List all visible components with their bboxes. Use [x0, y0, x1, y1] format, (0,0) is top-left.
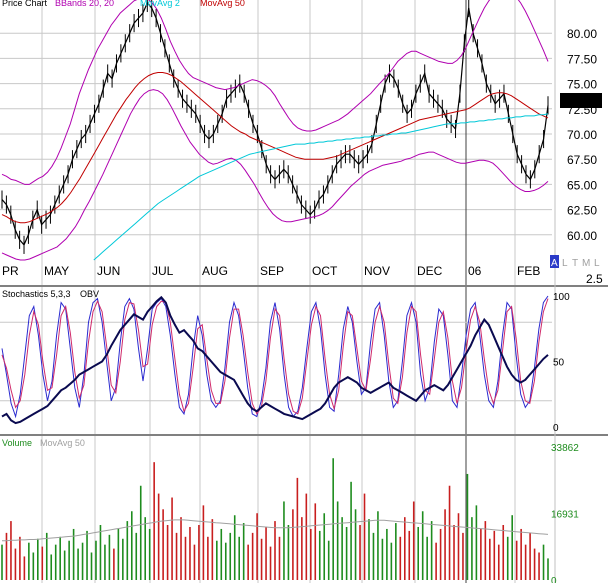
price-line-bollinger-upper — [1, 0, 549, 185]
price-x-axis: PR MAY JUN JUL AUG SEP OCT NOV DEC 06 FEB — [2, 264, 540, 278]
stochastics-y-tick-label: 50 — [553, 358, 565, 369]
stochastics-y-tick-label: 0 — [553, 423, 559, 434]
volume-y-axis: 33862 16931 0 — [551, 443, 579, 583]
tool-button-l2[interactable]: L — [594, 258, 600, 269]
month-label: SEP — [260, 264, 284, 278]
ma2-label: MovAvg 50 — [200, 0, 245, 8]
stochastics-line-obv — [1, 295, 549, 425]
tool-button-m[interactable]: M — [582, 258, 590, 269]
price-grid — [0, 0, 552, 583]
obv-label: OBV — [80, 289, 99, 299]
tool-button-a[interactable]: A — [551, 258, 558, 269]
volume-series-layer — [1, 458, 549, 580]
scale-value: 2.5 — [586, 272, 603, 286]
stochastics-series-layer — [1, 295, 549, 425]
month-label: JUL — [152, 264, 174, 278]
price-y-tick-label: 77.50 — [567, 52, 597, 66]
price-y-tick-label: 62.50 — [567, 204, 597, 218]
month-label: MAY — [44, 264, 69, 278]
price-y-tick-label: 65.00 — [567, 178, 597, 192]
price-y-tick-label: 75.00 — [567, 78, 597, 92]
price-y-tick-label: 60.00 — [567, 229, 597, 243]
month-label: PR — [2, 264, 19, 278]
price-panel[interactable] — [0, 0, 555, 262]
month-label: AUG — [202, 264, 228, 278]
price-y-tick-label: 70.00 — [567, 128, 597, 142]
stochastics-y-axis: 100 50 0 — [553, 292, 570, 434]
volume-y-tick-label: 0 — [551, 576, 557, 583]
price-line-movavg-cyan — [93, 113, 549, 261]
tool-button-l[interactable]: L — [562, 258, 568, 269]
price-series-layer — [1, 0, 549, 261]
stochastics-y-tick-label: 100 — [553, 292, 570, 303]
month-label: OCT — [312, 264, 338, 278]
stochastics-line-pct-d — [1, 298, 549, 415]
volume-moving-average-line — [2, 519, 549, 542]
tool-button-a-bg[interactable] — [550, 255, 559, 268]
month-label: JUN — [97, 264, 120, 278]
stochastics-grid — [0, 321, 552, 402]
price-line-bollinger-lower — [1, 89, 549, 261]
volume-y-tick-label: 16931 — [551, 510, 579, 521]
last-price-badge: 72.84 — [563, 94, 593, 108]
stochastics-line-pct-k — [1, 295, 549, 419]
month-label: 06 — [468, 264, 482, 278]
price-y-tick-label: 67.50 — [567, 153, 597, 167]
volume-title: Volume — [2, 438, 32, 448]
tool-button-t[interactable]: T — [572, 258, 578, 269]
ma-label: MovAvg 2 — [140, 0, 180, 8]
volume-ma-label: MovAvg 50 — [40, 438, 85, 448]
last-price-badge-bg — [560, 93, 602, 108]
bbands-label: BBands 20, 20 — [55, 0, 114, 8]
volume-y-tick-label: 33862 — [551, 443, 579, 454]
month-label: FEB — [517, 264, 540, 278]
price-y-tick-label: 80.00 — [567, 27, 597, 41]
month-label: DEC — [417, 264, 443, 278]
stochastics-title: Stochastics 5,3,3 — [2, 289, 71, 299]
price-y-axis: 80.0077.5075.0072.5070.0067.5065.0062.50… — [567, 27, 597, 243]
month-label: NOV — [364, 264, 390, 278]
price-chart-title: Price Chart — [2, 0, 48, 8]
